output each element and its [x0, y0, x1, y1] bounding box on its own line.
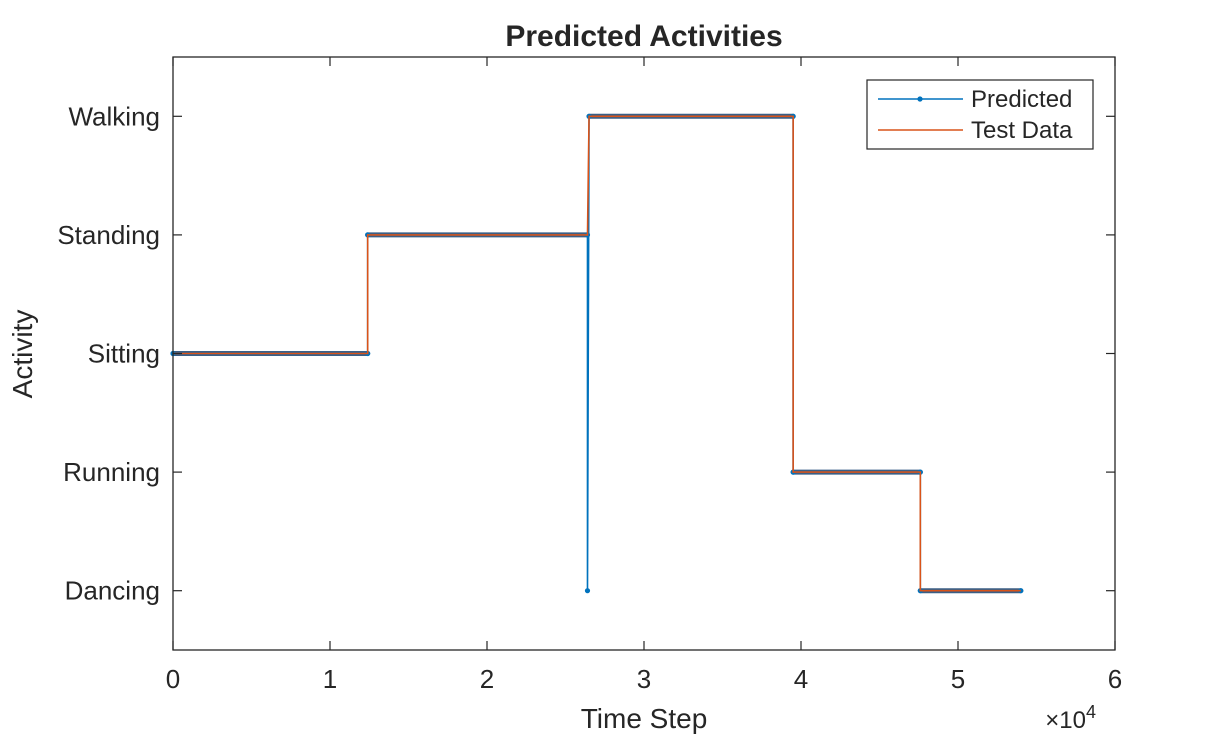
x-tick-label-5: 5	[951, 664, 965, 694]
chart-title: Predicted Activities	[505, 20, 782, 53]
ticks-layer: 0 1 2 3 4 5 6 Dancing Running Sitting Standing Walk…	[57, 57, 1122, 694]
y-tick-label-dancing: Dancing	[65, 576, 160, 606]
legend-box	[866, 79, 1094, 150]
y-tick-label-running: Running	[63, 457, 160, 487]
x-tick-label-1: 1	[323, 664, 337, 694]
legend-marker-predicted	[917, 96, 923, 102]
x-tick-label-2: 2	[480, 664, 494, 694]
x-axis-label: Time Step	[581, 703, 708, 734]
x-exponent-label: ×104	[1045, 702, 1096, 734]
legend: Predicted Test Data	[866, 79, 1094, 150]
x-tick-label-3: 3	[637, 664, 651, 694]
series-test-data-line	[173, 115, 1021, 592]
x-tick-label-6: 6	[1108, 664, 1122, 694]
series-predicted-point-4	[584, 588, 591, 594]
legend-label-test-data: Test Data	[971, 117, 1073, 144]
x-tick-label-4: 4	[794, 664, 808, 694]
x-exponent-power: 4	[1086, 702, 1096, 722]
series-predicted-point-10	[1018, 588, 1024, 594]
legend-label-predicted: Predicted	[971, 86, 1072, 113]
x-tick-label-0: 0	[166, 664, 180, 694]
y-tick-label-walking: Walking	[68, 101, 160, 131]
x-exponent-base: ×10	[1045, 707, 1086, 734]
y-tick-label-standing: Standing	[57, 220, 160, 250]
series-layer	[170, 113, 1024, 594]
y-tick-label-sitting: Sitting	[88, 339, 160, 369]
y-axis-label: Activity	[7, 310, 38, 399]
